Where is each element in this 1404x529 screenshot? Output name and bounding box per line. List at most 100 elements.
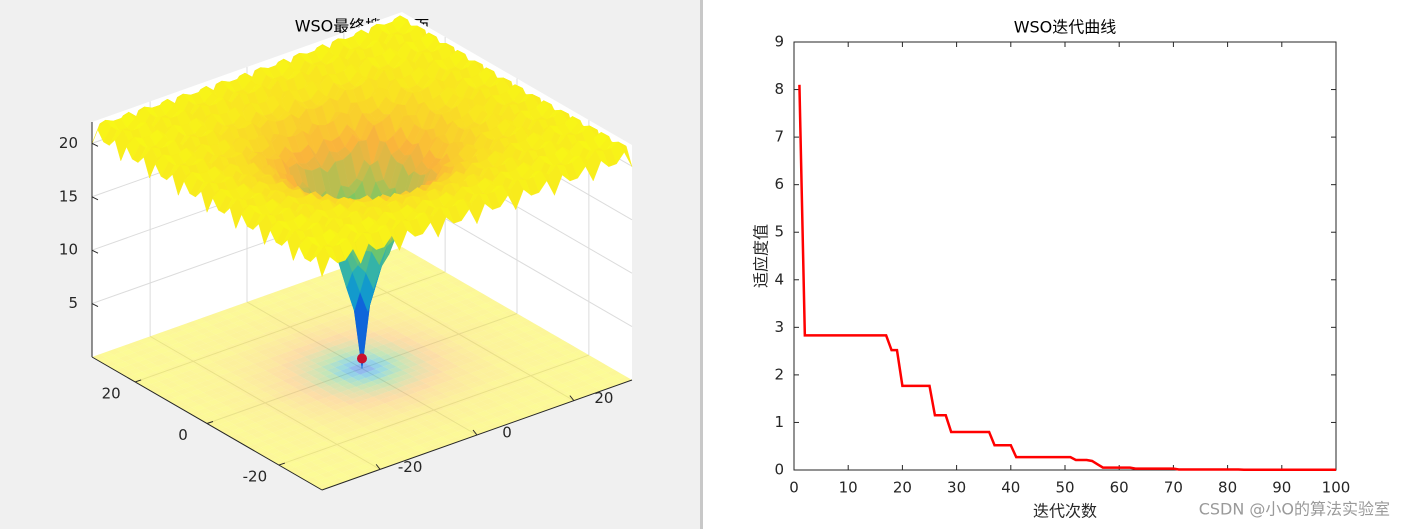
- contour-patch: [385, 314, 400, 321]
- y-tick-label: 20: [102, 384, 121, 402]
- contour-patch: [340, 389, 354, 396]
- contour-patch: [416, 346, 430, 353]
- contour-patch: [401, 330, 415, 337]
- contour-patch: [404, 382, 418, 390]
- contour-patch: [197, 386, 212, 393]
- contour-patch: [257, 392, 271, 399]
- contour-patch: [471, 407, 485, 414]
- contour-patch: [268, 297, 282, 304]
- contour-patch: [574, 387, 588, 394]
- contour-patch: [528, 360, 542, 367]
- contour-patch: [390, 425, 404, 432]
- contour-patch: [408, 349, 422, 356]
- contour-patch: [499, 365, 513, 372]
- contour-patch: [240, 403, 254, 410]
- contour-patch: [311, 415, 325, 423]
- contour-patch: [362, 344, 376, 351]
- contour-patch: [504, 411, 518, 418]
- contour-patch: [528, 338, 542, 346]
- contour-patch: [580, 368, 594, 375]
- contour-patch: [297, 436, 311, 443]
- contour-patch: [285, 285, 300, 292]
- contour-patch: [415, 266, 429, 273]
- contour-patch: [275, 315, 290, 322]
- contour-patch: [130, 340, 145, 347]
- contour-patch: [344, 420, 358, 427]
- contour-patch: [437, 322, 452, 329]
- contour-patch: [422, 349, 436, 356]
- contour-patch: [337, 293, 352, 300]
- contour-patch: [389, 345, 403, 352]
- contour-patch: [329, 339, 343, 346]
- contour-patch: [610, 379, 625, 386]
- contour-patch: [342, 383, 356, 390]
- contour-patch: [479, 404, 493, 411]
- contour-patch: [581, 384, 596, 391]
- contour-patch: [290, 418, 304, 425]
- contour-patch: [322, 465, 336, 472]
- x-tick-label: 30: [947, 479, 966, 497]
- contour-patch: [216, 411, 231, 418]
- contour-patch: [179, 339, 193, 346]
- contour-patch: [410, 343, 424, 350]
- contour-patch: [605, 376, 619, 383]
- contour-patch: [382, 449, 396, 456]
- contour-patch: [196, 371, 210, 378]
- contour-patch: [379, 354, 393, 361]
- contour-patch: [430, 427, 445, 434]
- contour-patch: [392, 440, 406, 448]
- contour-patch: [521, 400, 536, 407]
- contour-patch: [437, 344, 451, 351]
- contour-patch: [405, 275, 419, 282]
- contour-patch: [291, 288, 305, 295]
- contour-patch: [342, 404, 356, 412]
- contour-patch: [371, 400, 385, 407]
- contour-patch: [231, 347, 245, 354]
- contour-patch: [493, 340, 507, 347]
- contour-patch: [398, 422, 412, 429]
- contour-patch: [426, 294, 440, 301]
- contour-patch: [448, 415, 462, 422]
- contour-patch: [263, 352, 278, 359]
- contour-patch: [404, 404, 418, 411]
- contour-patch: [312, 286, 327, 293]
- contour-patch: [284, 371, 299, 378]
- contour-patch: [315, 425, 329, 432]
- contour-patch: [444, 427, 458, 434]
- contour-patch: [332, 290, 346, 297]
- contour-patch: [174, 394, 188, 401]
- contour-patch: [378, 295, 392, 302]
- contour-patch: [278, 454, 292, 461]
- contour-patch: [570, 356, 584, 363]
- contour-patch: [466, 360, 480, 368]
- contour-patch: [456, 391, 470, 398]
- contour-patch: [415, 411, 429, 418]
- contour-patch: [440, 396, 455, 403]
- contour-patch: [295, 298, 309, 305]
- contour-patch: [547, 385, 561, 393]
- contour-patch: [431, 362, 445, 369]
- contour-patch: [350, 402, 364, 409]
- contour-patch: [192, 361, 206, 368]
- contour-patch: [212, 322, 226, 329]
- contour-patch: [424, 279, 439, 286]
- contour-patch: [478, 346, 492, 353]
- contour-patch: [379, 332, 394, 339]
- contour-patch: [259, 386, 273, 393]
- contour-patch: [491, 325, 506, 332]
- contour-patch: [382, 305, 396, 312]
- contour-patch: [457, 305, 471, 312]
- contour-patch: [436, 408, 451, 416]
- contour-patch: [414, 374, 428, 381]
- contour-patch: [382, 261, 396, 268]
- contour-patch: [436, 307, 450, 314]
- contour-patch: [516, 396, 530, 404]
- contour-patch: [334, 429, 348, 436]
- contour-patch: [449, 307, 463, 314]
- contour-patch: [130, 362, 144, 369]
- contour-patch: [394, 434, 408, 441]
- contour-patch: [124, 358, 139, 365]
- contour-patch: [576, 359, 590, 366]
- contour-patch: [359, 458, 373, 465]
- contour-patch: [332, 413, 346, 420]
